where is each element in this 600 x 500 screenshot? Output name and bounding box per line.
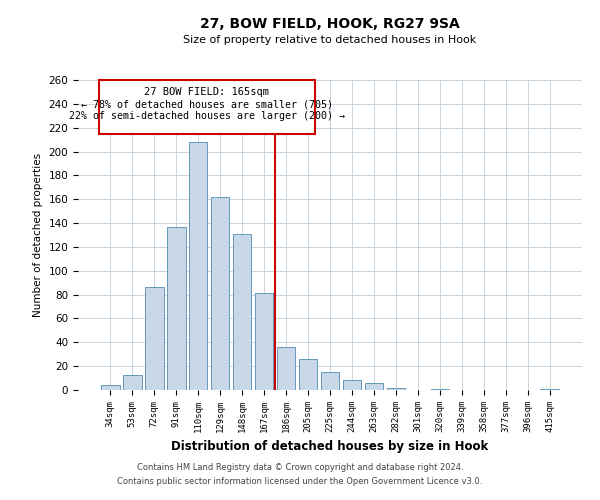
Text: Size of property relative to detached houses in Hook: Size of property relative to detached ho… bbox=[184, 35, 476, 45]
Text: Contains HM Land Registry data © Crown copyright and database right 2024.: Contains HM Land Registry data © Crown c… bbox=[137, 464, 463, 472]
Bar bbox=[255, 294, 274, 390]
Bar bbox=[386, 388, 405, 390]
Bar bbox=[277, 347, 295, 390]
Bar bbox=[541, 389, 559, 390]
Text: ← 78% of detached houses are smaller (705): ← 78% of detached houses are smaller (70… bbox=[81, 99, 333, 109]
Bar bbox=[365, 383, 383, 390]
Bar bbox=[211, 197, 229, 390]
Bar bbox=[189, 142, 208, 390]
Bar bbox=[299, 359, 317, 390]
Bar bbox=[101, 385, 119, 390]
Bar bbox=[145, 288, 164, 390]
X-axis label: Distribution of detached houses by size in Hook: Distribution of detached houses by size … bbox=[172, 440, 488, 454]
Y-axis label: Number of detached properties: Number of detached properties bbox=[33, 153, 43, 317]
Bar bbox=[233, 234, 251, 390]
FancyBboxPatch shape bbox=[99, 80, 314, 134]
Bar bbox=[343, 380, 361, 390]
Bar bbox=[167, 226, 185, 390]
Text: 22% of semi-detached houses are larger (200) →: 22% of semi-detached houses are larger (… bbox=[69, 111, 345, 121]
Bar bbox=[123, 374, 142, 390]
Bar bbox=[431, 389, 449, 390]
Text: 27, BOW FIELD, HOOK, RG27 9SA: 27, BOW FIELD, HOOK, RG27 9SA bbox=[200, 18, 460, 32]
Bar bbox=[320, 372, 340, 390]
Text: 27 BOW FIELD: 165sqm: 27 BOW FIELD: 165sqm bbox=[145, 87, 269, 97]
Text: Contains public sector information licensed under the Open Government Licence v3: Contains public sector information licen… bbox=[118, 477, 482, 486]
